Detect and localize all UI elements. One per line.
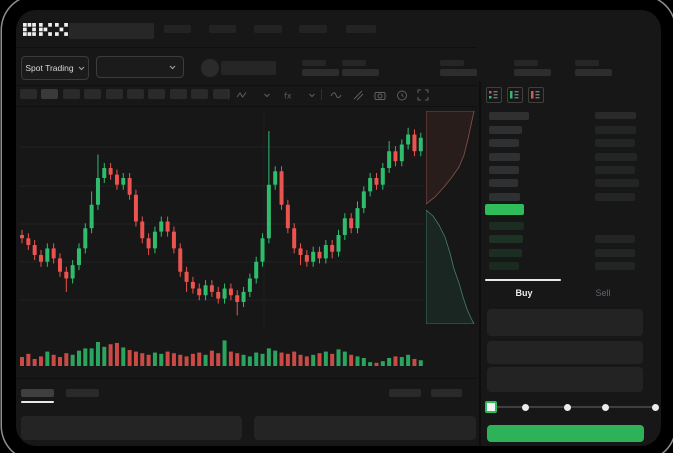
trade-sidebar: Buy Sell xyxy=(479,82,661,446)
camera-icon[interactable] xyxy=(373,88,386,101)
pair-search-dropdown[interactable] xyxy=(96,56,184,78)
ask-price-2[interactable] xyxy=(489,152,520,161)
line-style-icon[interactable] xyxy=(329,88,342,101)
timeframe-button-5[interactable] xyxy=(127,89,144,99)
depth-chart[interactable] xyxy=(426,111,476,324)
slider-stop-1[interactable] xyxy=(522,404,529,411)
bid-amount-3[interactable] xyxy=(595,262,635,271)
ask-amount-4[interactable] xyxy=(595,179,639,188)
ask-amount-2[interactable] xyxy=(595,152,637,161)
ob-header-price xyxy=(489,112,529,120)
ob-header-amount xyxy=(595,112,636,119)
orders-action-1[interactable] xyxy=(431,389,462,397)
bid-amount-1[interactable] xyxy=(595,235,635,244)
timeframe-button-6[interactable] xyxy=(148,89,166,99)
market-type-label: Spot Trading xyxy=(25,63,74,73)
stat-value-1 xyxy=(342,69,379,76)
svg-text:fx: fx xyxy=(284,91,292,100)
timeframe-button-2[interactable] xyxy=(62,89,80,99)
orders-tab-indicator xyxy=(21,401,54,403)
timeframe-button-9[interactable] xyxy=(212,89,230,99)
indicators-fx-icon[interactable]: fx xyxy=(282,88,295,101)
timeframe-button-3[interactable] xyxy=(84,89,102,99)
nav-item-4[interactable] xyxy=(346,25,376,33)
tab-buy[interactable]: Buy xyxy=(515,288,533,298)
nav-item-0[interactable] xyxy=(164,25,191,33)
order-field-2[interactable] xyxy=(487,367,643,392)
slider-stop-2[interactable] xyxy=(564,404,571,411)
clock-icon[interactable] xyxy=(395,88,408,101)
timeframe-button-1[interactable] xyxy=(41,89,59,99)
orders-tab-0[interactable] xyxy=(21,389,54,397)
amount-slider-handle[interactable] xyxy=(485,401,497,413)
toolbar-divider xyxy=(228,89,229,100)
stat-label-3 xyxy=(514,60,538,66)
buy-submit-button[interactable] xyxy=(487,425,644,442)
stat-value-4 xyxy=(575,69,612,76)
stat-label-2 xyxy=(440,60,464,66)
market-type-selector[interactable]: Spot Trading xyxy=(21,56,89,80)
chevron-down-icon[interactable] xyxy=(260,88,273,101)
stat-label-0 xyxy=(302,60,326,66)
stat-label-4 xyxy=(575,60,599,66)
ask-price-1[interactable] xyxy=(489,139,519,148)
ask-price-0[interactable] xyxy=(489,126,522,134)
book-sell-only-icon[interactable] xyxy=(528,87,544,103)
nav-item-2[interactable] xyxy=(254,25,282,33)
ask-amount-1[interactable] xyxy=(595,139,635,148)
timeframe-button-8[interactable] xyxy=(191,89,209,99)
nav-item-1[interactable] xyxy=(209,25,236,33)
nav-item-3[interactable] xyxy=(299,25,327,33)
tab-sell[interactable]: Sell xyxy=(595,288,611,298)
slider-stop-3[interactable] xyxy=(602,404,609,411)
orders-action-0[interactable] xyxy=(389,389,421,397)
buy-tab-indicator xyxy=(485,279,561,281)
ask-price-5[interactable] xyxy=(489,192,520,201)
fullscreen-icon[interactable] xyxy=(416,88,429,101)
last-price-badge[interactable] xyxy=(485,204,524,215)
slider-stop-4[interactable] xyxy=(652,404,659,411)
measure-icon[interactable] xyxy=(351,88,364,101)
bid-price-2[interactable] xyxy=(489,248,522,257)
chart-type-icon[interactable] xyxy=(235,88,248,101)
order-field-0[interactable] xyxy=(487,309,643,336)
pair-name-placeholder[interactable] xyxy=(221,61,276,75)
orders-panel-0 xyxy=(21,416,242,440)
volume-chart[interactable] xyxy=(19,332,439,368)
timeframe-button-4[interactable] xyxy=(105,89,123,99)
ask-amount-0[interactable] xyxy=(595,126,636,134)
app-window: Spot Trading Buy Sell fx xyxy=(16,10,661,446)
bid-price-1[interactable] xyxy=(489,235,523,244)
chevron-down-icon xyxy=(78,66,85,70)
bid-price-3[interactable] xyxy=(489,262,519,271)
candlestick-chart[interactable] xyxy=(19,111,424,329)
ask-amount-5[interactable] xyxy=(595,192,635,201)
book-combined-icon[interactable] xyxy=(486,87,502,103)
timeframe-button-0[interactable] xyxy=(20,89,37,99)
stat-label-1 xyxy=(342,60,366,66)
header-search-placeholder[interactable] xyxy=(69,23,154,39)
stat-value-3 xyxy=(514,69,551,76)
pair-coin-avatar xyxy=(201,59,219,77)
orders-tab-1[interactable] xyxy=(66,389,99,397)
amount-slider-track[interactable] xyxy=(489,406,655,408)
chevron-down-icon xyxy=(169,65,176,69)
order-field-1[interactable] xyxy=(487,341,643,364)
bid-amount-2[interactable] xyxy=(595,248,635,257)
orders-panel-1 xyxy=(254,416,476,440)
ask-price-4[interactable] xyxy=(489,179,518,188)
stat-value-2 xyxy=(440,69,477,76)
chevron-down-icon[interactable] xyxy=(305,88,318,101)
okx-logo[interactable] xyxy=(23,23,69,36)
book-buy-only-icon[interactable] xyxy=(507,87,523,103)
bid-price-0[interactable] xyxy=(489,222,524,230)
stat-value-0 xyxy=(302,69,339,76)
ask-amount-3[interactable] xyxy=(595,165,635,174)
timeframe-button-7[interactable] xyxy=(169,89,187,99)
ask-price-3[interactable] xyxy=(489,165,519,174)
toolbar-divider xyxy=(321,89,322,100)
